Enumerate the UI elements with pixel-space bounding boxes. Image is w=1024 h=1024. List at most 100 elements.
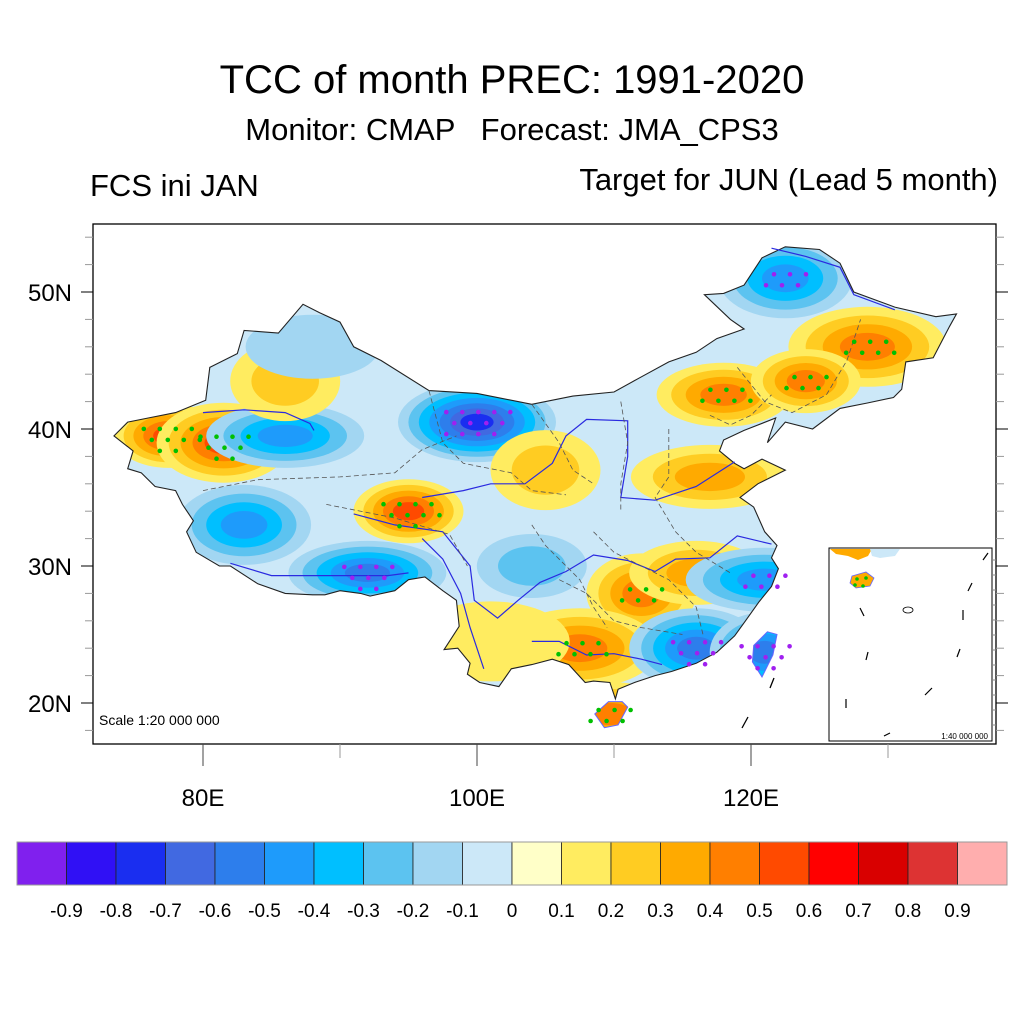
significance-dot [751, 573, 756, 578]
significance-dot [572, 651, 577, 657]
province-boundary [620, 401, 629, 512]
province-boundary [531, 404, 594, 485]
significance-dot [748, 398, 753, 404]
significance-dot [452, 420, 457, 426]
colorbar-label: 0.7 [845, 901, 871, 922]
significance-dot [476, 431, 481, 437]
contour-level [344, 563, 390, 583]
significance-dot [779, 655, 784, 660]
colorbar-box [511, 841, 562, 886]
significance-dot [389, 512, 394, 518]
significance-dot [755, 666, 760, 671]
contour-region [206, 403, 365, 468]
significance-dot [759, 584, 764, 589]
province-boundary [559, 579, 683, 635]
significance-dot [710, 650, 716, 656]
significance-dot [397, 523, 402, 529]
colorbar-label: -0.4 [298, 901, 331, 922]
stipple-layer [141, 272, 897, 724]
river-line [421, 538, 485, 669]
significance-dot [816, 385, 821, 391]
significance-dot [628, 707, 633, 713]
significance-dot [724, 387, 729, 393]
significance-dot [374, 564, 379, 570]
nine-dash-line-segment [956, 648, 961, 658]
contour-level [762, 264, 809, 293]
significance-dot [771, 666, 776, 671]
significance-dot [342, 564, 347, 570]
colorbar-label: 0.1 [548, 901, 574, 922]
significance-dot [851, 339, 857, 345]
colorbar-label: -0.7 [149, 901, 182, 922]
nine-dash-line-segment [982, 552, 989, 561]
significance-dot [883, 339, 889, 345]
province-boundary [428, 390, 567, 496]
significance-dot [670, 639, 676, 645]
contour-region [490, 430, 601, 511]
significance-dot [739, 644, 744, 649]
significance-dot [358, 564, 363, 570]
china-border [113, 246, 958, 701]
contour-region [542, 682, 677, 728]
contour-level [498, 546, 566, 586]
significance-dot [803, 272, 809, 277]
colorbar-box [610, 841, 661, 886]
contour-region [718, 246, 853, 319]
colorbar-box [16, 841, 67, 886]
significance-dot [855, 577, 859, 581]
significance-dot [694, 650, 700, 656]
significance-dot [508, 409, 513, 415]
contour-level [511, 445, 580, 495]
colorbar-box [808, 841, 859, 886]
significance-dot [173, 448, 179, 454]
colorbar-box [264, 841, 315, 886]
significance-dot [867, 339, 873, 345]
significance-dot [230, 434, 235, 440]
significance-dot [350, 575, 355, 581]
significance-dot [374, 586, 379, 592]
significance-dot [198, 434, 203, 440]
significance-dot [771, 272, 777, 277]
contour-region [630, 444, 789, 509]
significance-dot [484, 420, 489, 426]
significance-dot [206, 445, 211, 451]
significance-dot [716, 398, 721, 404]
significance-dot [157, 448, 163, 454]
significance-dot [875, 350, 881, 356]
significance-dot [763, 283, 769, 288]
significance-dot [800, 385, 805, 391]
colorbar-label: -0.2 [397, 901, 430, 922]
significance-dot [358, 586, 363, 592]
significance-dot [718, 639, 724, 645]
significance-dot [214, 434, 219, 440]
significance-dot [659, 587, 665, 592]
province-boundary [736, 319, 861, 414]
significance-dot [421, 512, 426, 518]
colorbar-box [462, 841, 513, 886]
colorbar-label: 0.4 [697, 901, 724, 922]
y-tick-label: 50N [28, 280, 72, 307]
nine-dash-line-segment [883, 732, 891, 737]
contour-level [460, 413, 494, 431]
contour-region [245, 314, 380, 379]
significance-dot [824, 374, 829, 380]
inset-scale-label: 1:40 000 000 [941, 732, 988, 741]
significance-dot [556, 651, 561, 657]
significance-dot [588, 718, 593, 724]
contour-level [749, 640, 781, 664]
river-line [202, 409, 315, 431]
significance-dot [189, 426, 195, 432]
significance-dot [775, 584, 780, 589]
significance-dot [564, 640, 569, 646]
significance-dot [700, 398, 705, 404]
colorbar-label: -0.9 [50, 901, 83, 922]
colorbar-box [412, 841, 463, 886]
significance-dot [165, 437, 171, 443]
significance-dot [238, 445, 243, 451]
colorbar-box [66, 841, 117, 886]
significance-dot [635, 598, 641, 603]
significance-dot [444, 409, 449, 415]
significance-dot [891, 350, 897, 356]
contour-level [257, 424, 313, 447]
significance-dot [651, 598, 657, 603]
